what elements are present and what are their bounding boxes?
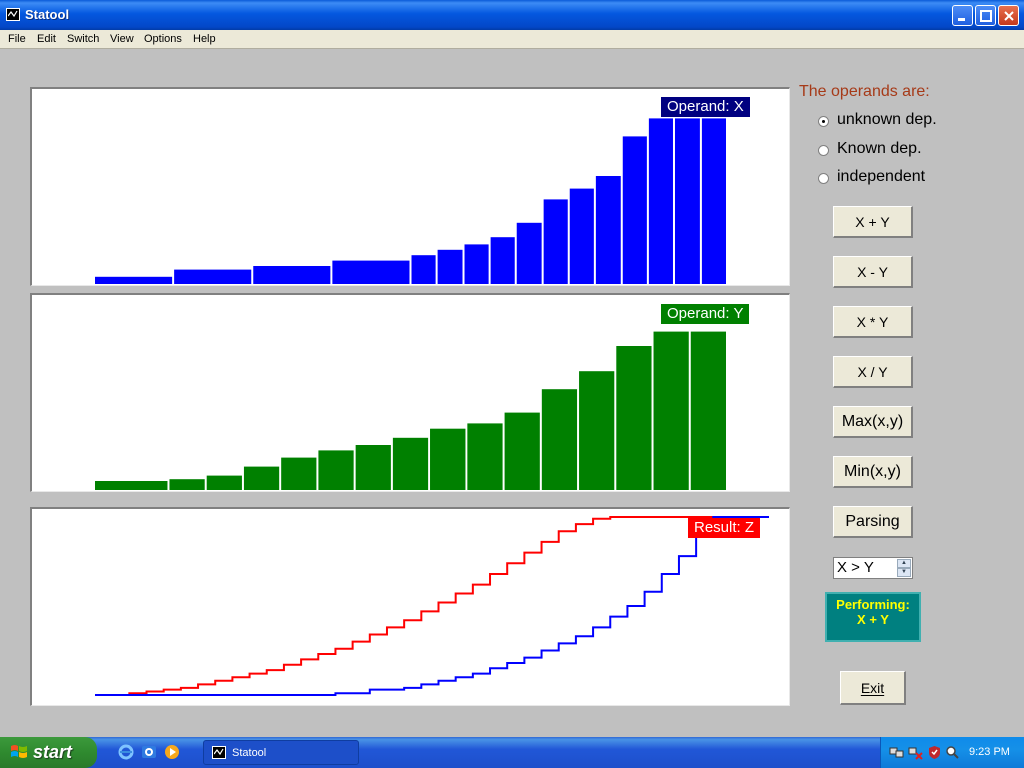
operand-x-bar: [674, 118, 700, 285]
app-icon: [6, 8, 20, 21]
operand-x-bar: [490, 237, 515, 284]
operand-x-bar: [595, 176, 621, 284]
menu-file[interactable]: File: [8, 33, 26, 45]
max-button[interactable]: Max(x,y): [833, 406, 913, 438]
result-z-panel: Result: Z: [30, 507, 790, 706]
operands-heading: The operands are:: [799, 83, 930, 100]
menu-help[interactable]: Help: [193, 33, 216, 45]
security-shield-icon[interactable]: [927, 745, 942, 760]
radio-independent-dot[interactable]: [818, 173, 829, 184]
operand-y-label: Operand: Y: [661, 304, 750, 324]
operand-x-label: Operand: X: [661, 97, 750, 117]
operand-x-bar: [543, 199, 568, 284]
menu-switch[interactable]: Switch: [67, 33, 100, 45]
result-z-red-line: [95, 516, 769, 696]
radio-unknown-dep-label: unknown dep.: [837, 111, 937, 128]
taskbar-statool[interactable]: Statool: [203, 740, 359, 765]
multiply-button[interactable]: X * Y: [833, 306, 913, 338]
start-button[interactable]: start: [0, 737, 97, 768]
operand-y-chart: [95, 331, 726, 490]
operand-x-bar: [332, 260, 410, 284]
operand-y-bar: [504, 412, 540, 490]
windows-flag-icon: [11, 745, 27, 758]
operand-y-bar: [541, 389, 578, 490]
operand-x-bar: [95, 276, 173, 284]
comparison-spinner[interactable]: X > Y ▲ ▼: [833, 557, 913, 579]
performing-title: Performing:: [836, 597, 910, 612]
result-z-blue-line: [95, 516, 769, 696]
operand-y-bar: [281, 457, 317, 490]
operand-y-bar: [653, 331, 689, 490]
operand-y-bar: [616, 346, 652, 490]
operand-y-bar: [430, 428, 466, 490]
result-z-chart: [95, 516, 769, 696]
exit-label: Exit: [860, 679, 885, 696]
operand-y-bar: [206, 475, 242, 490]
menu-bar: File Edit Switch View Options Help: [0, 30, 1024, 49]
minimize-button[interactable]: [952, 5, 973, 26]
start-label: start: [33, 742, 73, 762]
comparison-value: X > Y: [837, 559, 874, 576]
menu-edit[interactable]: Edit: [37, 33, 56, 45]
radio-unknown-dep-dot[interactable]: [818, 116, 829, 127]
media-player-icon[interactable]: [164, 744, 180, 760]
menu-options[interactable]: Options: [144, 33, 182, 45]
subtract-button[interactable]: X - Y: [833, 256, 913, 288]
network-disconnected-icon[interactable]: [908, 745, 923, 760]
menu-view[interactable]: View: [110, 33, 134, 45]
operand-x-bar: [437, 249, 463, 284]
operand-x-bar: [174, 269, 252, 284]
system-tray: 9:23 PM: [880, 737, 1024, 768]
parsing-button[interactable]: Parsing: [833, 506, 913, 538]
operand-y-bar: [95, 481, 168, 490]
radio-known-dep-label: Known dep.: [837, 140, 922, 157]
min-button[interactable]: Min(x,y): [833, 456, 913, 488]
network-icon[interactable]: [889, 745, 904, 760]
window-title: Statool: [25, 7, 70, 22]
add-button[interactable]: X + Y: [833, 206, 913, 238]
operand-y-panel: Operand: Y: [30, 293, 790, 492]
taskbar-statool-label: Statool: [232, 747, 267, 759]
operand-x-chart: [95, 118, 726, 285]
taskbar: start Statool: [0, 737, 1024, 768]
maximize-button[interactable]: [975, 5, 996, 26]
operand-x-bar: [516, 222, 542, 284]
spinner-arrows[interactable]: ▲ ▼: [897, 559, 911, 577]
close-button[interactable]: [998, 5, 1019, 26]
operand-y-bar: [169, 479, 205, 490]
operand-x-panel: Operand: X: [30, 87, 790, 286]
operand-y-bar: [579, 371, 615, 490]
operand-y-bar: [318, 450, 354, 490]
outlook-express-icon[interactable]: [141, 744, 157, 760]
operand-y-bar: [355, 445, 391, 490]
operand-y-bar: [467, 423, 503, 490]
divide-button[interactable]: X / Y: [833, 356, 913, 388]
operand-x-bar: [569, 188, 594, 284]
spin-up-icon[interactable]: ▲: [897, 559, 911, 568]
clock: 9:23 PM: [969, 746, 1010, 758]
radio-independent-label: independent: [837, 168, 926, 185]
statool-task-icon: [212, 746, 226, 759]
operand-y-bar: [243, 466, 280, 490]
search-assistant-icon[interactable]: [945, 745, 960, 760]
operand-y-bar: [392, 437, 429, 490]
performing-operation: X + Y: [857, 612, 889, 627]
operand-x-bar: [253, 266, 331, 284]
operand-x-bar: [622, 136, 647, 284]
operand-x-bar: [464, 244, 489, 284]
performing-indicator: Performing: X + Y: [825, 592, 921, 642]
internet-explorer-icon[interactable]: [118, 744, 134, 760]
spin-down-icon[interactable]: ▼: [897, 568, 911, 577]
title-bar[interactable]: Statool: [0, 0, 1024, 30]
exit-button[interactable]: Exit: [840, 671, 906, 705]
operand-x-bar: [411, 255, 436, 284]
operand-y-bar: [690, 331, 726, 490]
operand-x-bar: [701, 118, 726, 285]
operand-x-bar: [648, 118, 673, 285]
radio-known-dep-dot[interactable]: [818, 145, 829, 156]
result-z-label: Result: Z: [688, 518, 761, 538]
